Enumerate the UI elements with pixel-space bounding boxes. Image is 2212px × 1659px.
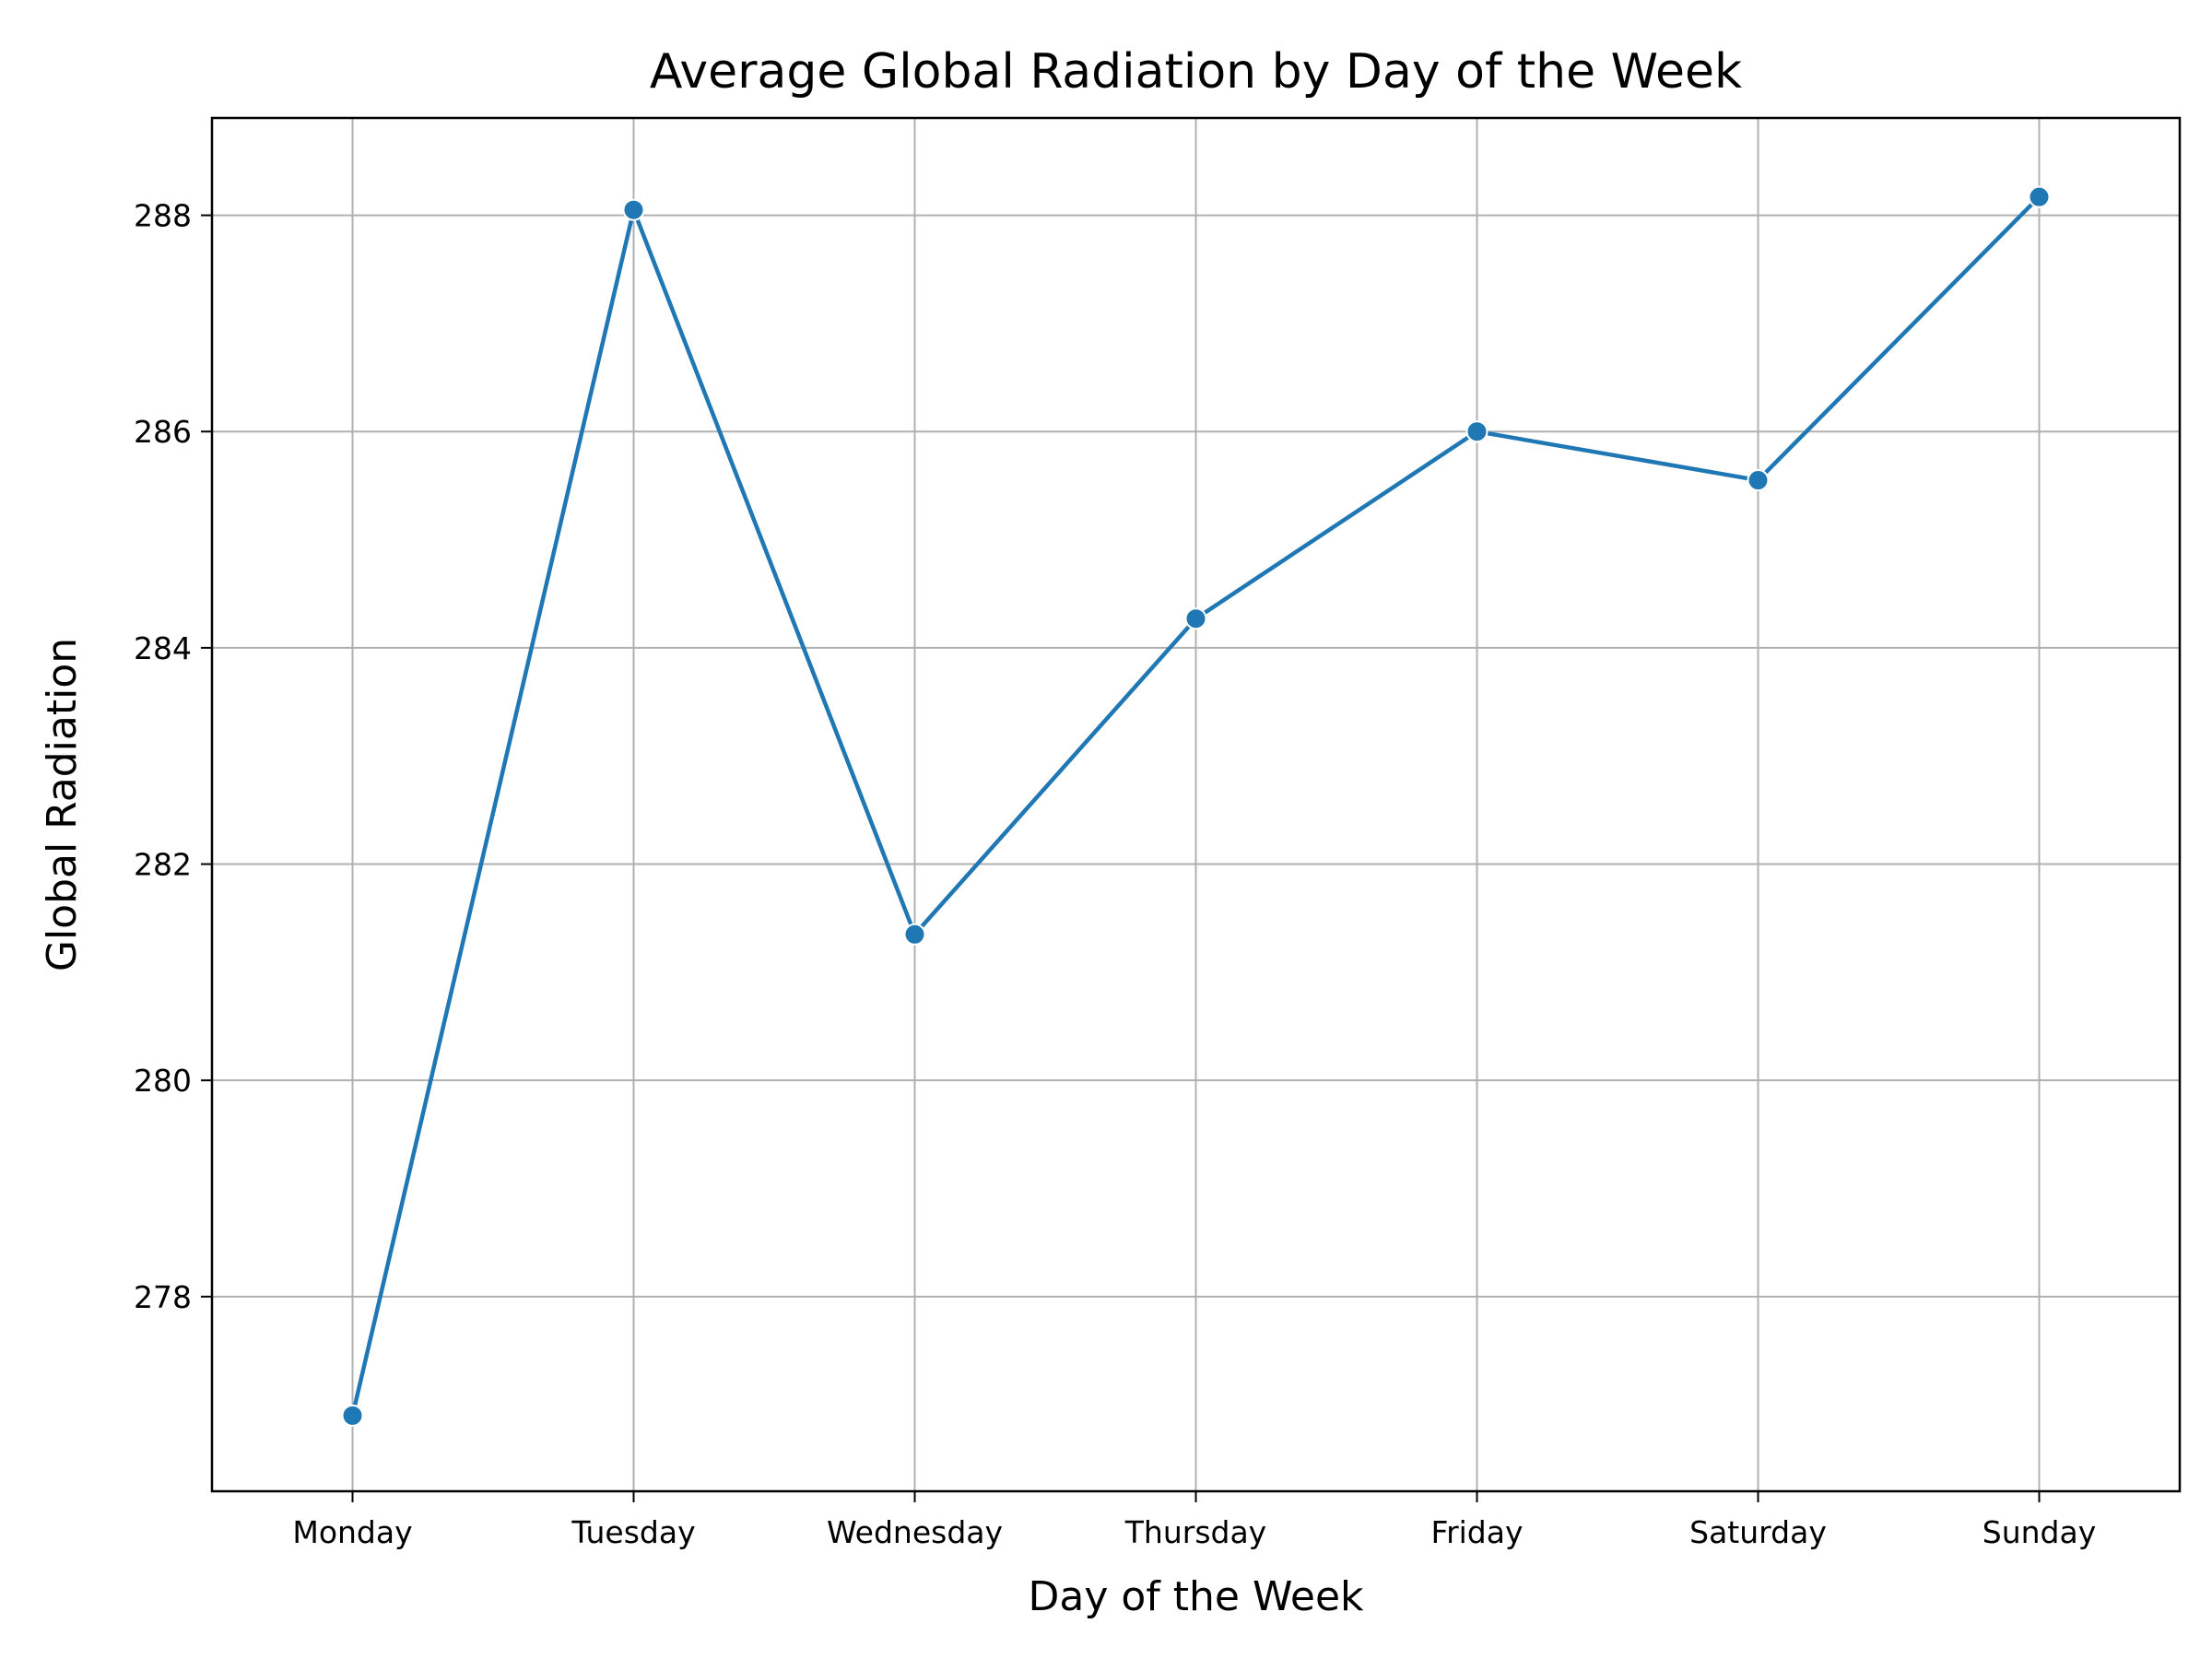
ticks-layer: Monday Tuesday Wednesday Thursday Friday Satu… xyxy=(134,198,2096,1550)
x-tick-label-tuesday: Tuesday xyxy=(571,1514,695,1550)
x-axis-label: Day of the Week xyxy=(1028,1573,1364,1620)
y-tick-label-278: 278 xyxy=(134,1279,192,1315)
y-tick-label-284: 284 xyxy=(134,630,192,666)
y-axis-label: Global Radiation xyxy=(39,638,86,971)
y-tick-label-280: 280 xyxy=(134,1063,192,1099)
data-point-wednesday xyxy=(903,923,926,946)
x-tick-label-sunday: Sunday xyxy=(1983,1514,2096,1550)
data-point-sunday xyxy=(2028,185,2051,208)
y-tick-label-288: 288 xyxy=(134,198,192,234)
x-tick-label-thursday: Thursday xyxy=(1124,1514,1266,1550)
data-point-tuesday xyxy=(622,198,645,221)
y-tick-label-282: 282 xyxy=(134,847,192,883)
x-tick-label-saturday: Saturday xyxy=(1689,1514,1827,1550)
x-tick-label-monday: Monday xyxy=(292,1514,412,1550)
series-layer xyxy=(341,185,2051,1427)
x-tick-label-wednesday: Wednesday xyxy=(827,1514,1003,1550)
chart-title: Average Global Radiation by Day of the W… xyxy=(650,44,1742,100)
y-tick-label-286: 286 xyxy=(134,414,192,450)
data-point-thursday xyxy=(1184,607,1207,630)
data-point-friday xyxy=(1465,420,1488,443)
data-point-saturday xyxy=(1747,469,1770,492)
x-tick-label-friday: Friday xyxy=(1430,1514,1523,1550)
grid-layer xyxy=(212,118,2180,1491)
data-point-monday xyxy=(341,1404,364,1427)
